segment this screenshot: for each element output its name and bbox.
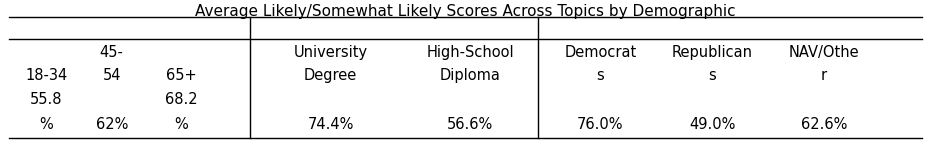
- Text: High-School: High-School: [426, 45, 514, 60]
- Text: 56.6%: 56.6%: [447, 117, 493, 132]
- Text: s: s: [597, 68, 604, 83]
- Text: Diploma: Diploma: [439, 68, 501, 83]
- Text: 68.2: 68.2: [165, 92, 198, 107]
- Text: %: %: [40, 117, 53, 132]
- Text: 74.4%: 74.4%: [307, 117, 354, 132]
- Text: 62.6%: 62.6%: [801, 117, 847, 132]
- Text: 62%: 62%: [96, 117, 128, 132]
- Text: %: %: [175, 117, 188, 132]
- Text: Democrat: Democrat: [564, 45, 637, 60]
- Text: 55.8: 55.8: [31, 92, 62, 107]
- Text: University: University: [293, 45, 368, 60]
- Text: Average Likely/Somewhat Likely Scores Across Topics by Demographic: Average Likely/Somewhat Likely Scores Ac…: [196, 4, 735, 19]
- Text: Degree: Degree: [304, 68, 358, 83]
- Text: s: s: [708, 68, 716, 83]
- Text: NAV/Othe: NAV/Othe: [789, 45, 859, 60]
- Text: 18-34: 18-34: [25, 68, 68, 83]
- Text: 65+: 65+: [167, 68, 196, 83]
- Text: 49.0%: 49.0%: [689, 117, 735, 132]
- Text: Republican: Republican: [671, 45, 753, 60]
- Text: 45-: 45-: [100, 45, 124, 60]
- Text: r: r: [821, 68, 827, 83]
- Text: 54: 54: [102, 68, 121, 83]
- Text: 76.0%: 76.0%: [577, 117, 624, 132]
